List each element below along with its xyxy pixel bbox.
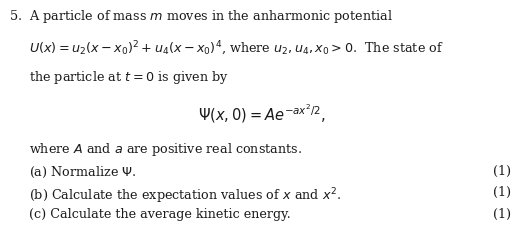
- Text: the particle at $t = 0$ is given by: the particle at $t = 0$ is given by: [29, 69, 228, 86]
- Text: (1): (1): [493, 186, 511, 199]
- Text: 5.  A particle of mass $m$ moves in the anharmonic potential: 5. A particle of mass $m$ moves in the a…: [9, 8, 393, 25]
- Text: (1): (1): [493, 207, 511, 220]
- Text: where $A$ and $a$ are positive real constants.: where $A$ and $a$ are positive real cons…: [29, 141, 302, 158]
- Text: $\Psi(x, 0) = Ae^{-ax^2/2},$: $\Psi(x, 0) = Ae^{-ax^2/2},$: [198, 102, 326, 125]
- Text: $U(x) = u_2(x - x_0)^2 + u_4(x - x_0)^4$, where $u_2, u_4, x_0 > 0$.  The state : $U(x) = u_2(x - x_0)^2 + u_4(x - x_0)^4$…: [29, 39, 444, 57]
- Text: (1): (1): [493, 164, 511, 177]
- Text: (b) Calculate the expectation values of $x$ and $x^2$.: (b) Calculate the expectation values of …: [29, 186, 341, 205]
- Text: (c) Calculate the average kinetic energy.: (c) Calculate the average kinetic energy…: [29, 207, 291, 220]
- Text: (a) Normalize $\Psi$.: (a) Normalize $\Psi$.: [29, 164, 136, 179]
